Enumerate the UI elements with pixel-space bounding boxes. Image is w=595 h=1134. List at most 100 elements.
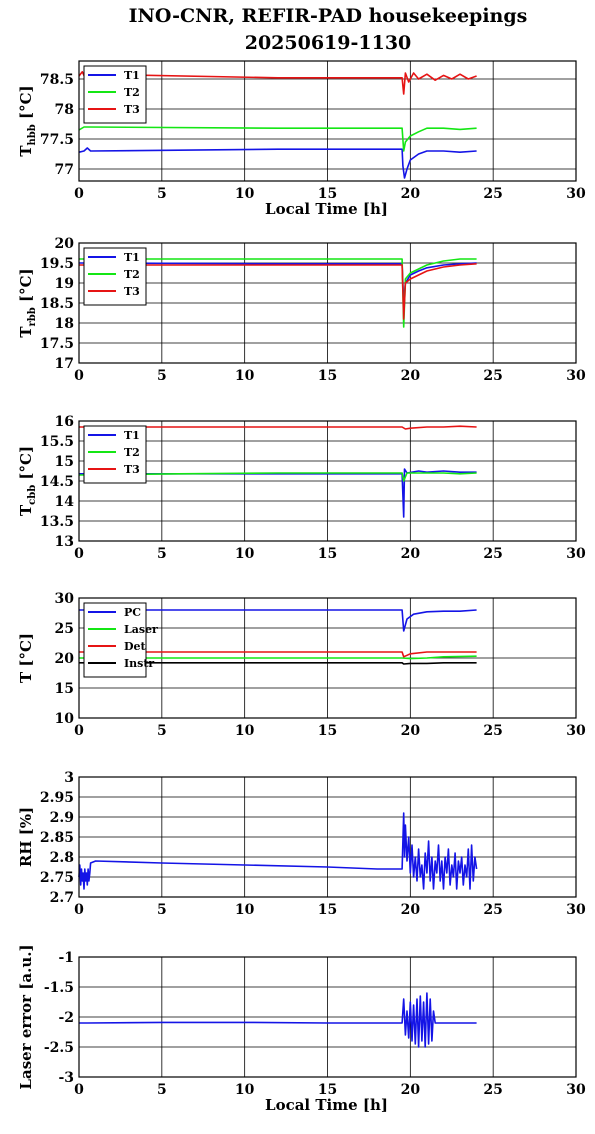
- x-tick-label: 15: [318, 186, 337, 202]
- series-line-det: [79, 651, 477, 658]
- y-tick-label: 3: [64, 770, 74, 786]
- y-tick-label: 20: [55, 236, 75, 252]
- x-tick-label: 15: [318, 902, 337, 918]
- y-axis-label: Thbb [°C]: [17, 85, 38, 156]
- y-axis-label: RH [%]: [17, 807, 35, 867]
- series-line-t3: [79, 425, 477, 430]
- legend-label: Det: [124, 640, 147, 653]
- plot-frame: [78, 420, 577, 542]
- x-tick-label: 30: [566, 902, 586, 918]
- legend-label: T1: [124, 69, 140, 82]
- y-tick-label: 15.5: [40, 434, 74, 450]
- x-tick-label: 20: [401, 546, 421, 562]
- x-tick-label: 5: [157, 1082, 167, 1098]
- series-line-1: [78, 812, 478, 890]
- x-tick-label: 30: [566, 368, 586, 384]
- legend-box: [83, 602, 147, 678]
- x-tick-label: 10: [235, 723, 255, 739]
- x-tick-label: 25: [483, 546, 502, 562]
- y-tick-label: 77.5: [40, 132, 74, 148]
- legend-label: T1: [124, 429, 140, 442]
- x-tick-label: 30: [566, 1082, 586, 1098]
- x-tick-label: 5: [157, 186, 167, 202]
- legend-label: T2: [124, 86, 140, 99]
- legend-label: T2: [124, 268, 140, 281]
- legend: T1 T2 T3: [83, 65, 147, 124]
- legend: T1 T2 T3: [83, 425, 147, 484]
- y-tick-label: 2.85: [40, 830, 74, 846]
- series-line-pc: [79, 609, 477, 632]
- series-line-t2: [78, 126, 477, 152]
- y-tick-label: 18: [55, 316, 74, 332]
- chart-panel-4: 0 5 10 15 20 25 30 10 15 20 25 30 T [°C] PC Laser Det In…: [17, 591, 586, 739]
- plot-frame: [78, 597, 577, 719]
- legend-label: Instr: [124, 657, 154, 670]
- x-axis-label: Local Time [h]: [265, 200, 388, 218]
- y-tick-label: 78: [55, 102, 74, 118]
- x-tick-label: 30: [566, 186, 586, 202]
- x-axis-label: Local Time [h]: [265, 1096, 388, 1114]
- x-tick-label: 5: [157, 368, 167, 384]
- x-tick-label: 25: [483, 368, 502, 384]
- y-tick-label: 10: [55, 711, 75, 727]
- x-tick-label: 20: [401, 368, 421, 384]
- x-tick-label: 10: [235, 546, 255, 562]
- legend: T1 T2 T3: [83, 247, 147, 306]
- x-tick-label: 10: [235, 902, 255, 918]
- y-axis-label: T [°C]: [17, 633, 35, 683]
- x-tick-label: 25: [483, 186, 502, 202]
- x-tick-label: 10: [235, 368, 255, 384]
- y-tick-label: -1: [58, 950, 74, 966]
- y-tick-label: 2.8: [50, 850, 74, 866]
- chart-panel-5: 0 5 10 15 20 25 30 2.7 2.75 2.8 2.85 2.9 2.95 3 RH [%]: [17, 770, 586, 918]
- legend-label: T3: [124, 285, 140, 298]
- y-tick-label: 14: [55, 494, 75, 510]
- y-tick-label: -1.5: [44, 980, 74, 996]
- y-axis-label: Laser error [a.u.]: [17, 944, 35, 1089]
- x-tick-label: 0: [74, 546, 84, 562]
- series-line-t1: [78, 147, 477, 179]
- y-tick-label: 2.9: [50, 810, 74, 826]
- y-tick-label: 13: [55, 534, 74, 550]
- plot-frame: [78, 776, 577, 898]
- x-tick-label: 20: [401, 723, 421, 739]
- y-tick-label: -2: [58, 1010, 74, 1026]
- x-tick-label: 0: [74, 723, 84, 739]
- x-tick-label: 25: [483, 902, 502, 918]
- x-tick-label: 0: [74, 368, 84, 384]
- chart-panel-3: 0 5 10 15 20 25 30 13 13.5 14 14.5 15 15.5 16 Tcbb [°C…: [17, 414, 586, 562]
- x-tick-label: 10: [235, 1082, 255, 1098]
- y-tick-label: 15: [55, 454, 74, 470]
- y-tick-label: 17.5: [40, 336, 74, 352]
- series-line-laser: [79, 655, 477, 660]
- series-line-1: [79, 992, 477, 1048]
- series-line-t3: [79, 263, 477, 320]
- chart-panel-1: 0 5 10 15 20 25 30 77 77.5 78 78.5 Local Time [h] Th…: [17, 60, 586, 218]
- legend-label: T2: [124, 446, 140, 459]
- plot-frame: [78, 242, 577, 364]
- y-tick-label: 16: [55, 414, 74, 430]
- y-tick-label: 77: [55, 162, 74, 178]
- x-tick-label: 20: [401, 902, 421, 918]
- y-tick-label: 2.75: [40, 870, 74, 886]
- y-axis-label: Tcbb [°C]: [17, 446, 38, 516]
- x-tick-label: 30: [566, 546, 586, 562]
- series-line-t2: [79, 258, 477, 328]
- x-tick-label: 0: [74, 1082, 84, 1098]
- series-line-instr: [79, 661, 477, 665]
- y-axis-label: Trbb [°C]: [17, 268, 38, 337]
- y-tick-label: 17: [55, 356, 74, 372]
- series-line-t1: [78, 262, 477, 304]
- y-tick-label: 30: [55, 591, 75, 607]
- x-tick-label: 20: [401, 1082, 421, 1098]
- y-tick-label: 14.5: [40, 474, 74, 490]
- legend: PC Laser Det Instr: [83, 602, 158, 678]
- y-tick-label: 18.5: [40, 296, 74, 312]
- x-tick-label: 15: [318, 546, 337, 562]
- x-tick-label: 15: [318, 723, 337, 739]
- legend-label: T3: [124, 463, 140, 476]
- legend-label: T1: [124, 251, 140, 264]
- x-tick-label: 0: [74, 186, 84, 202]
- x-tick-label: 30: [566, 723, 586, 739]
